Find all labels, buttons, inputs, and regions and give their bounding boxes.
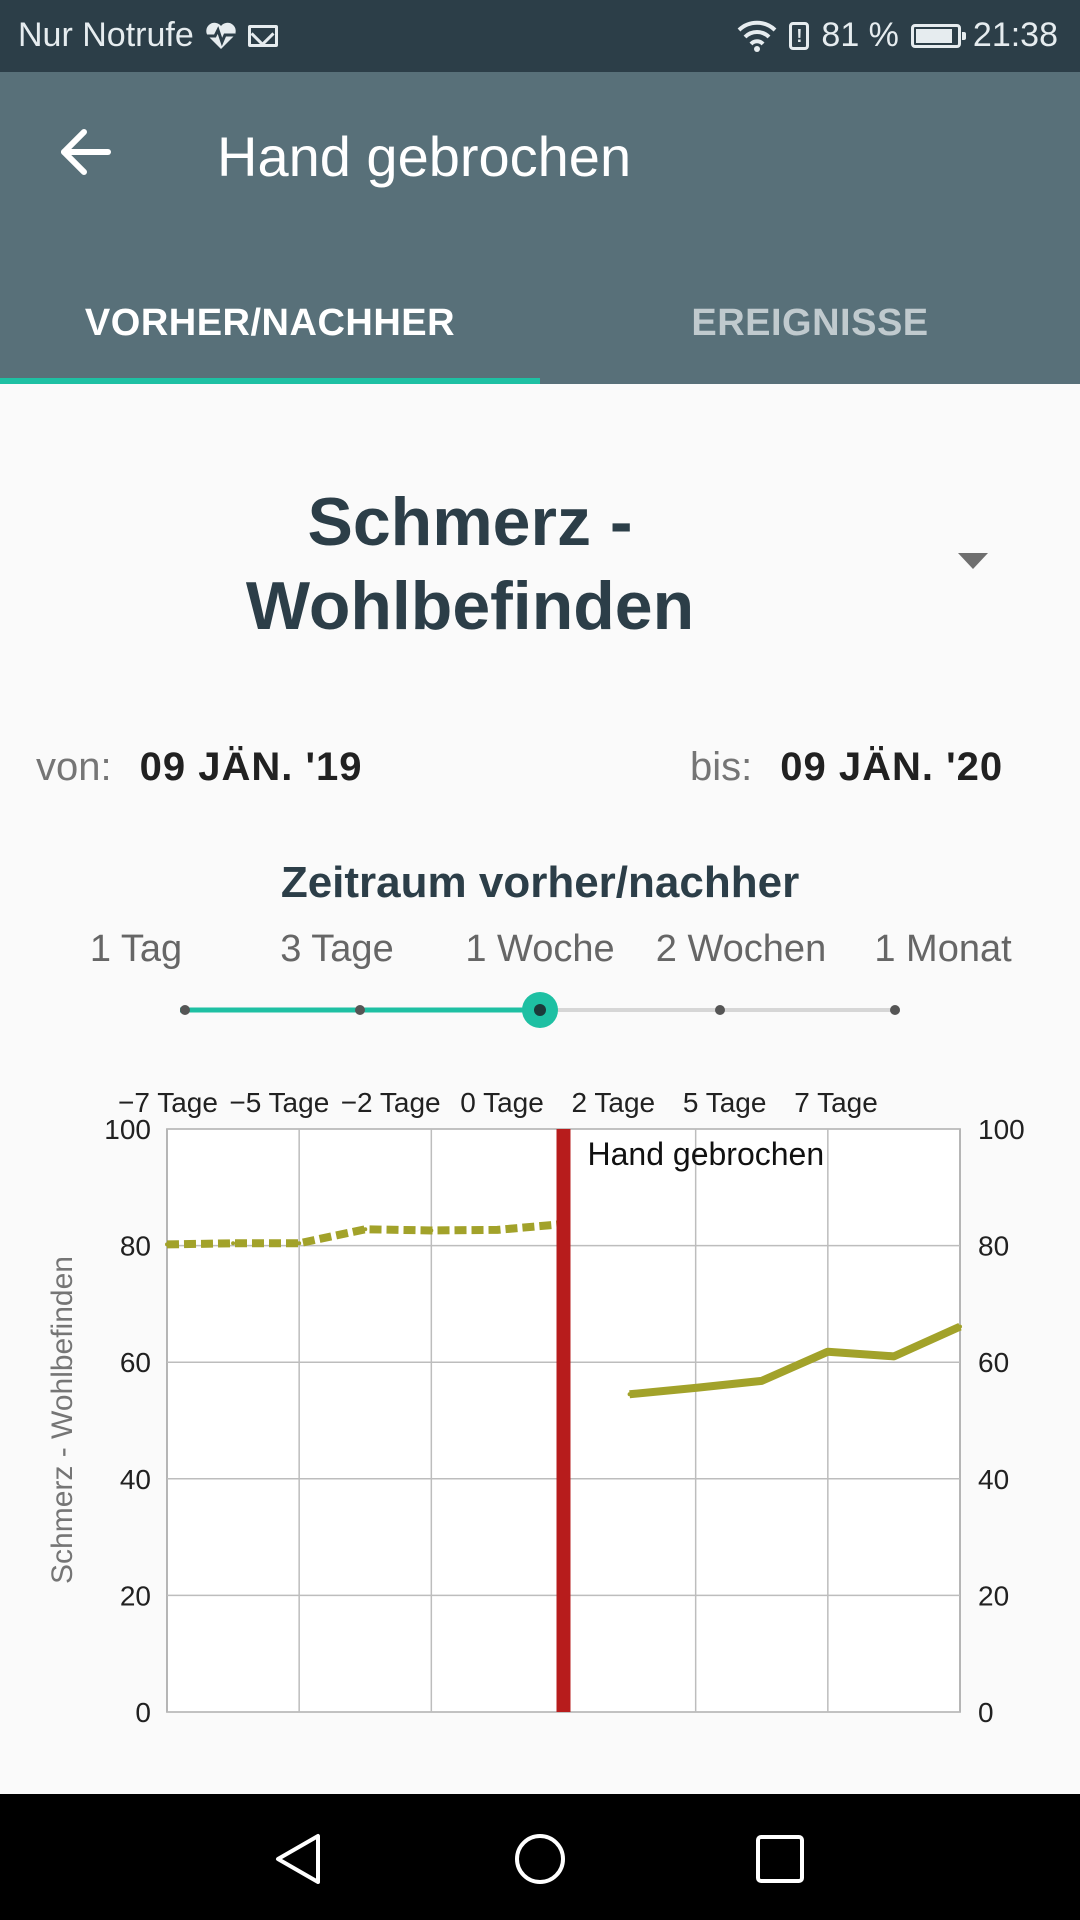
event-marker-line <box>556 1129 571 1712</box>
y-tick-label-right: 20 <box>978 1580 1009 1611</box>
date-to-label: bis: <box>690 745 753 789</box>
slider-tick <box>180 1005 190 1015</box>
x-tick-label: −5 Tage <box>229 1087 329 1118</box>
y-tick-label-right: 100 <box>978 1114 1025 1145</box>
period-slider[interactable] <box>180 990 900 1030</box>
series-point <box>627 1392 632 1397</box>
navigation-bar <box>0 1794 1080 1920</box>
page-title: Hand gebrochen <box>217 125 632 188</box>
battery-percent: 81 % <box>821 16 899 54</box>
y-tick-label-right: 60 <box>978 1347 1009 1378</box>
nav-recents-icon[interactable] <box>753 1832 807 1886</box>
x-tick-label: 7 Tage <box>794 1087 878 1118</box>
x-tick-label: 0 Tage <box>460 1087 544 1118</box>
y-axis-label: Schmerz - Wohlbefinden <box>46 1256 79 1584</box>
mail-icon <box>247 24 278 47</box>
period-options: 1 Tag 3 Tage 1 Woche 2 Wochen 1 Monat <box>0 928 1080 988</box>
event-label: Hand gebrochen <box>588 1136 825 1172</box>
y-tick-label-right: 40 <box>978 1464 1009 1495</box>
period-option-1-woche[interactable]: 1 Woche <box>465 928 615 970</box>
series-point <box>231 1241 236 1246</box>
date-to-value[interactable]: 09 JÄN. '20 <box>780 745 1004 789</box>
carrier-text: Nur Notrufe <box>18 16 194 54</box>
period-option-1-tag[interactable]: 1 Tag <box>89 928 183 970</box>
y-tick-label-left: 20 <box>120 1580 151 1611</box>
date-from[interactable]: von: 09 JÄN. '19 <box>36 745 362 790</box>
slider-thumb-dot <box>534 1004 546 1016</box>
y-tick-label-left: 80 <box>120 1231 151 1262</box>
series-point <box>165 1242 169 1247</box>
tab-ereignisse[interactable]: EREIGNISSE <box>691 301 929 344</box>
caret-down-icon[interactable] <box>958 553 988 569</box>
period-title: Zeitraum vorher/nachher <box>280 858 800 907</box>
metric-selector[interactable]: Schmerz - Wohlbefinden <box>160 480 780 648</box>
series-point <box>825 1349 830 1354</box>
series-point <box>429 1228 434 1233</box>
x-tick-label: 2 Tage <box>572 1087 656 1118</box>
metric-title-line2: Wohlbefinden <box>245 568 695 644</box>
x-tick-label: −7 Tage <box>118 1087 218 1118</box>
series-point <box>891 1354 896 1359</box>
date-to[interactable]: bis: 09 JÄN. '20 <box>690 745 1003 790</box>
x-tick-label: −2 Tage <box>341 1087 441 1118</box>
series-point <box>363 1227 368 1232</box>
y-tick-label-left: 0 <box>135 1697 151 1728</box>
period-option-3-tage[interactable]: 3 Tage <box>280 928 394 970</box>
series-point <box>297 1241 302 1246</box>
app-bar: Hand gebrochen VORHER/NACHHER EREIGNISSE <box>0 72 1080 384</box>
y-tick-label-left: 40 <box>120 1464 151 1495</box>
series-point <box>693 1385 698 1390</box>
y-tick-label-right: 0 <box>978 1697 994 1728</box>
arrow-back-icon[interactable] <box>58 124 114 180</box>
alert-icon: ! <box>789 21 810 50</box>
tab-vorher-nachher[interactable]: VORHER/NACHHER <box>0 262 540 384</box>
metric-title-line1: Schmerz - <box>307 484 633 560</box>
x-tick-label: 5 Tage <box>683 1087 767 1118</box>
series-point <box>958 1324 962 1329</box>
nav-home-icon[interactable] <box>513 1832 567 1886</box>
series-line-2 <box>629 1322 962 1399</box>
y-tick-label-right: 80 <box>978 1231 1009 1262</box>
series-point <box>495 1227 500 1232</box>
period-option-1-monat[interactable]: 1 Monat <box>874 928 1012 970</box>
y-tick-label-left: 100 <box>104 1114 151 1145</box>
wifi-icon <box>738 20 777 52</box>
date-from-label: von: <box>36 745 112 789</box>
slider-tick <box>355 1005 365 1015</box>
period-option-2-wochen[interactable]: 2 Wochen <box>655 928 827 970</box>
clock: 21:38 <box>972 16 1058 54</box>
date-from-value[interactable]: 09 JÄN. '19 <box>139 745 363 789</box>
status-bar: Nur Notrufe ! 81 % 21:38 <box>0 0 1080 72</box>
slider-tick <box>715 1005 725 1015</box>
nav-back-icon[interactable] <box>272 1832 326 1886</box>
tab-bar: VORHER/NACHHER EREIGNISSE <box>0 262 1080 384</box>
y-tick-label-left: 60 <box>120 1347 151 1378</box>
series-point <box>759 1378 764 1383</box>
slider-tick <box>890 1005 900 1015</box>
heart-pulse-icon <box>206 22 236 49</box>
battery-icon <box>910 23 966 48</box>
